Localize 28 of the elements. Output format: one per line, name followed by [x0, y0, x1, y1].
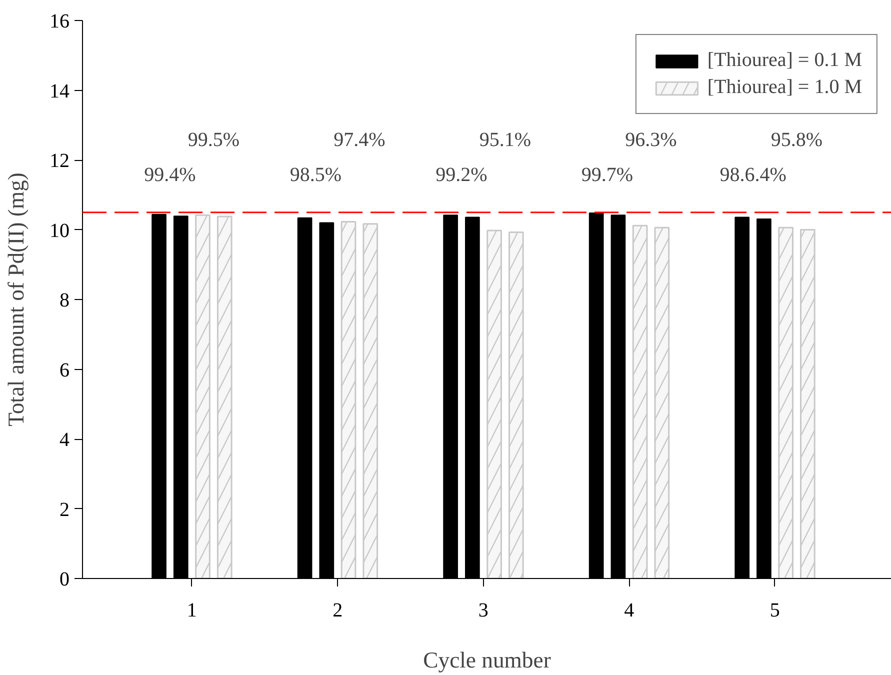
x-tick-label: 1	[186, 600, 197, 622]
y-tick-label: 10	[50, 220, 70, 242]
x-tick-label: 3	[478, 600, 488, 622]
x-tick-label: 5	[770, 600, 780, 622]
y-tick-label: 8	[60, 290, 70, 312]
annotation: 98.6.4%	[720, 164, 786, 186]
annotation: 99.5%	[188, 129, 240, 152]
y-tick-label: 16	[50, 10, 70, 32]
x-tick-label: 4	[624, 600, 634, 622]
y-tick-label: 14	[50, 80, 70, 102]
annotation: 95.8%	[770, 129, 823, 152]
annotation: 99.2%	[436, 164, 488, 186]
y-tick-label: 0	[60, 568, 70, 590]
x-axis-title: Cycle number	[423, 648, 552, 672]
annotation: 99.7%	[581, 164, 634, 186]
y-tick-label: 6	[60, 359, 70, 382]
legend-label: [Thiourea] = 0.1 M	[707, 49, 862, 72]
y-tick-label: 12	[50, 150, 70, 172]
y-axis-title: Total amount of Pd(II) (mg)	[4, 172, 28, 426]
annotation: 98.5%	[290, 164, 342, 186]
y-tick-label: 4	[60, 429, 70, 451]
x-tick-label: 2	[332, 600, 343, 622]
annotation: 97.4%	[334, 129, 386, 152]
legend-label: [Thiourea] = 1.0 M	[707, 76, 862, 99]
annotation: 95.1%	[479, 129, 532, 152]
y-tick-label: 2	[60, 498, 70, 521]
annotation: 96.3%	[625, 129, 677, 152]
annotation: 99.4%	[144, 164, 196, 186]
